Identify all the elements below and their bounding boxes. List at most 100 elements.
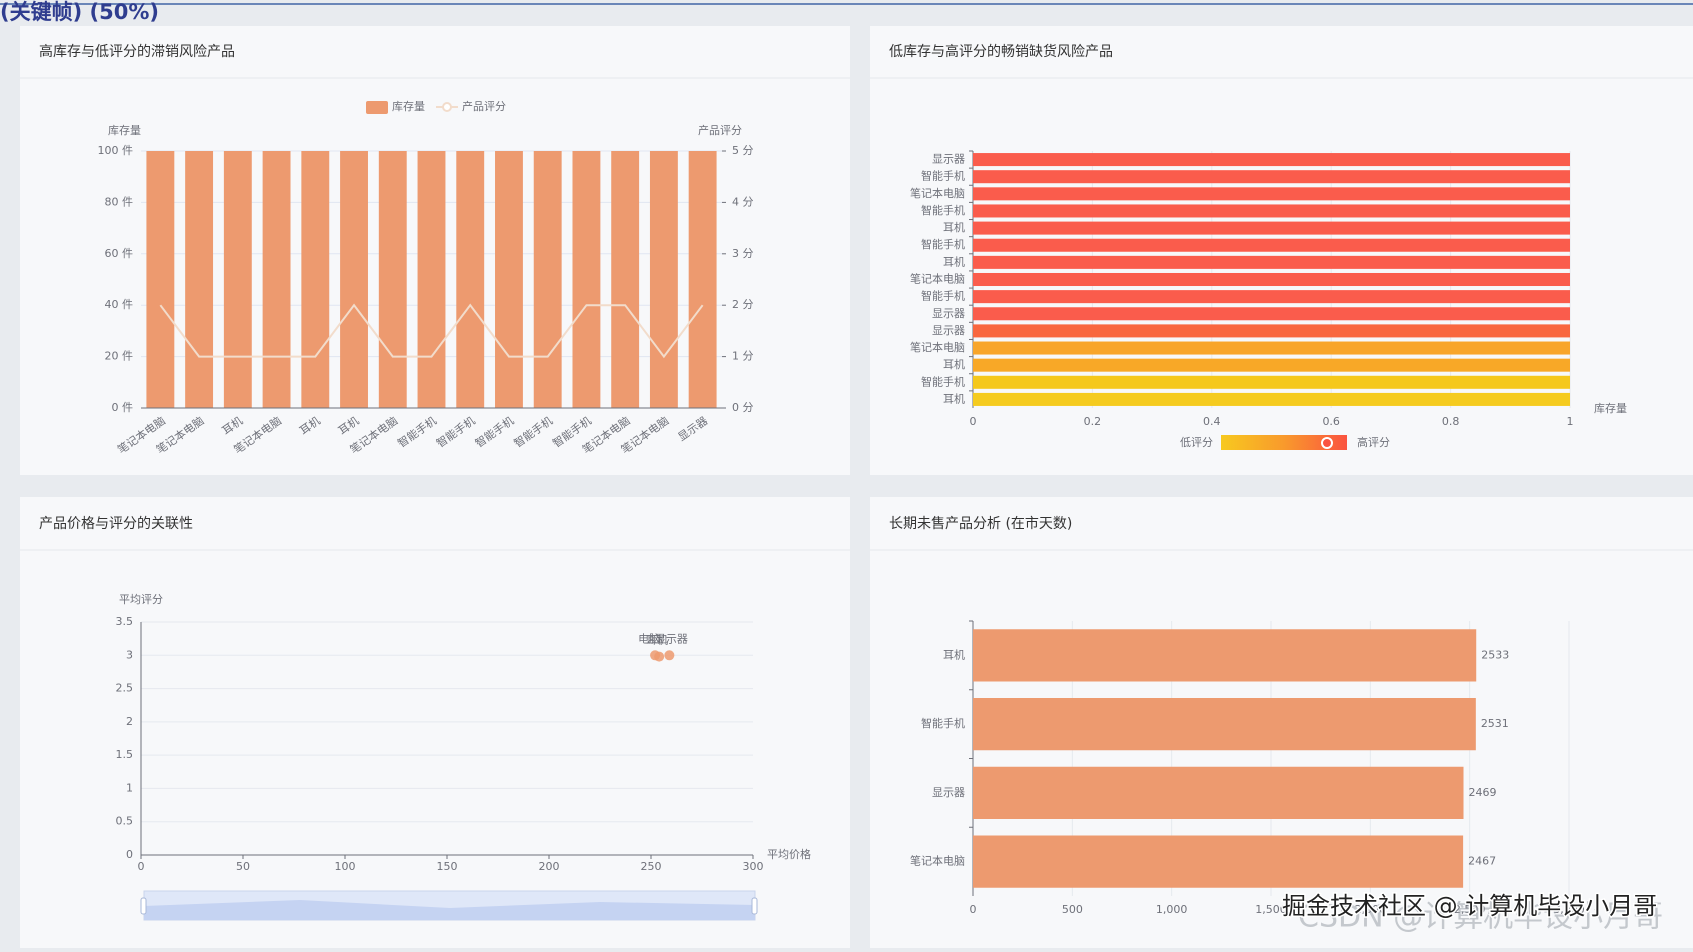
y2-tick-label: 5 分 bbox=[732, 144, 754, 157]
value-label: 2531 bbox=[1481, 717, 1509, 730]
legend-swatch bbox=[366, 101, 388, 114]
bar bbox=[688, 151, 717, 408]
y-tick-label: 100 件 bbox=[98, 144, 134, 157]
bar bbox=[973, 187, 1570, 201]
header-title: (关键帧) (50%) bbox=[0, 0, 159, 24]
x-tick-label: 250 bbox=[641, 860, 662, 873]
y-tick-label: 20 件 bbox=[105, 350, 134, 363]
bar bbox=[973, 835, 1464, 888]
y-tick-label: 耳机 bbox=[943, 357, 965, 371]
x-tick-label: 300 bbox=[743, 860, 764, 873]
legend-label: 库存量 bbox=[392, 99, 425, 113]
bar bbox=[973, 766, 1464, 819]
y-tick-label: 0.5 bbox=[116, 815, 134, 828]
x-tick-label: 200 bbox=[539, 860, 560, 873]
bar bbox=[611, 151, 640, 408]
point-label: 电脑 bbox=[638, 632, 660, 645]
point-label: 显示器 bbox=[655, 632, 688, 645]
slider-handle[interactable] bbox=[140, 897, 147, 915]
x-tick-label: 0.8 bbox=[1442, 415, 1460, 428]
panel-title: 产品价格与评分的关联性 bbox=[39, 516, 193, 532]
visual-map-high: 高评分 bbox=[1357, 435, 1390, 449]
bar bbox=[417, 151, 446, 408]
y-tick-label: 笔记本电脑 bbox=[910, 854, 965, 868]
panel-title: 长期未售产品分析 (在市天数) bbox=[889, 515, 1072, 532]
visual-map-low: 低评分 bbox=[1180, 436, 1213, 449]
y-tick-label: 笔记本电脑 bbox=[910, 272, 965, 286]
panel bbox=[20, 497, 850, 948]
y-tick-label: 笔记本电脑 bbox=[910, 340, 965, 354]
scatter-point bbox=[654, 651, 665, 662]
bar bbox=[146, 151, 175, 408]
bar bbox=[223, 151, 252, 408]
bar bbox=[973, 341, 1570, 355]
visual-map-handle[interactable] bbox=[1321, 437, 1333, 449]
point-label: 耳机 bbox=[646, 633, 668, 647]
bar bbox=[973, 170, 1570, 184]
y-tick-label: 显示器 bbox=[932, 786, 965, 799]
bar bbox=[378, 151, 407, 408]
bar bbox=[340, 151, 368, 408]
x-tick-label: 50 bbox=[236, 860, 250, 873]
bar bbox=[973, 153, 1570, 167]
y-tick-label: 显示器 bbox=[932, 307, 965, 320]
x-tick-label: 1 bbox=[1567, 415, 1574, 428]
watermark: 掘金技术社区 @ 计算机毕设小月哥 bbox=[1282, 892, 1657, 920]
bar bbox=[649, 151, 678, 408]
y2-tick-label: 0 分 bbox=[732, 401, 754, 414]
panel-title: 低库存与高评分的畅销缺货风险产品 bbox=[889, 43, 1113, 60]
line-series bbox=[159, 303, 704, 359]
x-tick-label: 0.4 bbox=[1203, 415, 1221, 428]
y-tick-label: 2.5 bbox=[116, 682, 134, 695]
y-tick-label: 耳机 bbox=[943, 220, 965, 234]
x-tick-label: 2,500 bbox=[1454, 903, 1486, 916]
scatter-point bbox=[664, 650, 675, 661]
bar bbox=[262, 151, 291, 408]
value-label: 2533 bbox=[1481, 648, 1509, 661]
y-tick-label: 耳机 bbox=[943, 391, 965, 405]
y-tick-label: 0 件 bbox=[112, 401, 134, 414]
y-tick-label: 0 bbox=[126, 848, 133, 861]
y-tick-label: 80 件 bbox=[105, 195, 134, 208]
bar bbox=[973, 221, 1570, 235]
bar bbox=[973, 307, 1570, 321]
slider-handle[interactable] bbox=[751, 897, 758, 915]
y2-tick-label: 2 分 bbox=[732, 298, 754, 311]
bar bbox=[973, 392, 1570, 406]
y-tick-label: 40 件 bbox=[105, 298, 134, 311]
y-tick-label: 智能手机 bbox=[921, 203, 965, 217]
y-tick-label: 3 bbox=[126, 648, 133, 661]
y-tick-label: 60 件 bbox=[105, 247, 134, 260]
bar bbox=[973, 255, 1570, 269]
legend-label: 产品评分 bbox=[462, 99, 506, 113]
x-axis-name: 平均价格 bbox=[767, 847, 811, 861]
y-tick-label: 耳机 bbox=[943, 647, 965, 661]
bar bbox=[973, 629, 1477, 682]
bar bbox=[495, 151, 523, 408]
value-label: 2467 bbox=[1468, 855, 1496, 868]
legend-swatch bbox=[442, 102, 452, 112]
visual-map[interactable] bbox=[1221, 435, 1347, 450]
panel-title: 高库存与低评分的滞销风险产品 bbox=[39, 43, 235, 60]
x-tick-label: 3,000 bbox=[1553, 903, 1585, 916]
y2-tick-label: 4 分 bbox=[732, 195, 754, 208]
x-tick-label: 0 bbox=[970, 903, 977, 916]
bar bbox=[301, 151, 330, 408]
y-tick-label: 智能手机 bbox=[921, 374, 965, 388]
x-tick-label: 100 bbox=[335, 860, 356, 873]
y-axis-name: 平均评分 bbox=[119, 593, 163, 606]
y-tick-label: 1 bbox=[126, 781, 133, 794]
zoom-slider[interactable] bbox=[140, 890, 758, 921]
y-tick-label: 笔记本电脑 bbox=[910, 186, 965, 200]
y2-tick-label: 3 分 bbox=[732, 247, 754, 260]
bar bbox=[973, 272, 1570, 287]
x-tick-label: 150 bbox=[437, 860, 458, 873]
bar bbox=[973, 290, 1570, 304]
y-tick-label: 智能手机 bbox=[921, 289, 965, 303]
bar bbox=[973, 238, 1570, 252]
y2-tick-label: 1 分 bbox=[732, 350, 754, 363]
y-tick-label: 智能手机 bbox=[921, 716, 965, 730]
bar bbox=[973, 324, 1570, 338]
